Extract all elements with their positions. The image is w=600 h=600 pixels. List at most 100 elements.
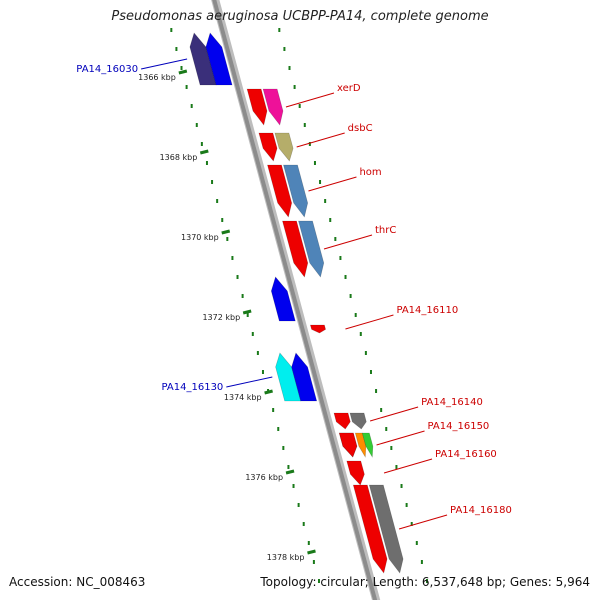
guide-dot: [283, 47, 286, 51]
gene-label: dsbC: [348, 123, 373, 134]
guide-dot: [211, 180, 214, 184]
guide-dot: [415, 541, 418, 545]
guide-dot: [359, 332, 362, 336]
guide-dot: [329, 218, 332, 222]
gene-labels: PA14_16030 xerD dsbC hom thrC PA14_16110 PA14_…: [76, 58, 512, 530]
guide-dot: [231, 256, 234, 260]
guide-dot: [236, 275, 239, 279]
cds-arrow: [246, 88, 268, 126]
guide-dot: [302, 522, 305, 526]
tick-label: 1372 kbp: [202, 313, 240, 322]
guide-dot: [405, 503, 408, 507]
cds-arrow: [282, 220, 309, 278]
guide-dot: [261, 370, 264, 374]
gene-label: PA14_16110: [396, 305, 458, 316]
tick-mark: [264, 389, 273, 395]
guide-dot: [313, 161, 316, 165]
label-leader: [369, 406, 419, 422]
cds-arrow: [267, 164, 293, 218]
label-leader: [285, 92, 335, 108]
gene-arrow: [310, 324, 326, 334]
guide-dot: [303, 123, 306, 127]
guide-dot: [344, 275, 347, 279]
guide-dot: [410, 522, 413, 526]
guide-dot: [195, 123, 198, 127]
cds-arrow: [352, 484, 388, 574]
guide-dot: [298, 104, 301, 108]
guide-dot: [170, 28, 173, 32]
feature-track: [189, 32, 404, 574]
guide-dot: [246, 313, 249, 317]
guide-dot: [380, 408, 383, 412]
guide-dot: [339, 256, 342, 260]
guide-dot: [190, 104, 193, 108]
label-leader: [383, 458, 433, 474]
guide-dot: [278, 28, 281, 32]
gene-arrow: [368, 484, 404, 574]
tick-mark: [178, 69, 188, 75]
guide-dot: [324, 199, 327, 203]
gene-arrow: [349, 412, 367, 430]
guide-dot: [297, 503, 300, 507]
guide-dot: [319, 180, 322, 184]
guide-dot: [385, 427, 388, 431]
tick-mark: [285, 469, 295, 475]
gene-arrow: [283, 164, 309, 218]
gene-arrow: [205, 32, 233, 86]
guide-dot: [307, 541, 310, 545]
tick-label: 1378 kbp: [267, 553, 305, 562]
tick-label: 1368 kbp: [160, 153, 198, 162]
guide-dot: [317, 579, 320, 583]
dotted-guide-lines: [170, 28, 428, 583]
tick-label: 1366 kbp: [138, 73, 176, 82]
topology-text: Topology: circular; Length: 6,537,648 bp…: [260, 575, 590, 589]
label-leader: [323, 234, 373, 250]
accession-text: Accession: NC_008463: [9, 575, 146, 589]
guide-dot: [256, 351, 259, 355]
guide-dot: [282, 446, 285, 450]
gene-label: PA14_16130: [162, 382, 224, 393]
guide-dot: [312, 560, 315, 564]
cds-arrow: [333, 412, 351, 430]
guide-dot: [292, 484, 295, 488]
tick-mark: [307, 549, 316, 555]
guide-dot: [272, 408, 275, 412]
gene-arrow: [189, 32, 217, 86]
cds-arrow: [338, 432, 358, 458]
label-leader: [226, 376, 273, 388]
label-leader: [140, 58, 188, 70]
cds-track: [246, 88, 388, 574]
guide-dot: [205, 161, 208, 165]
tick-mark: [242, 309, 252, 315]
gene-arrow: [270, 276, 296, 322]
label-leader: [345, 314, 394, 330]
genome-backbone: [211, 0, 381, 600]
guide-dot: [185, 85, 188, 89]
gene-arrow: [262, 88, 284, 126]
guide-dot: [180, 66, 183, 70]
guide-dot: [200, 142, 203, 146]
gene-label: PA14_16140: [421, 397, 483, 408]
guide-dot: [293, 85, 296, 89]
guide-dot: [308, 142, 311, 146]
guide-dot: [251, 332, 254, 336]
cds-arrow: [258, 132, 278, 162]
label-leader: [308, 176, 357, 192]
guide-dot: [420, 560, 423, 564]
guide-dot: [425, 579, 428, 583]
guide-dot: [354, 313, 357, 317]
guide-dot: [334, 237, 337, 241]
gene-label: PA14_16180: [450, 505, 512, 516]
guide-dot: [375, 389, 378, 393]
gene-label: PA14_16160: [435, 449, 497, 460]
gene-arrow: [274, 132, 294, 162]
guide-dot: [241, 294, 244, 298]
gene-arrow: [361, 432, 374, 459]
gene-label: hom: [359, 167, 381, 178]
guide-dot: [277, 427, 280, 431]
tick-label: 1376 kbp: [245, 473, 283, 482]
backbone-line: [212, 0, 378, 600]
guide-dot: [175, 47, 178, 51]
label-leader: [398, 514, 448, 530]
